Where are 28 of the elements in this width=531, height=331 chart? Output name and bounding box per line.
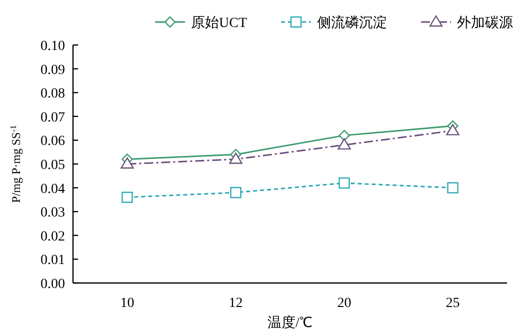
legend-label: 原始UCT (191, 15, 248, 31)
y-tick-label: 0.04 (40, 182, 65, 197)
y-tick-label: 0.06 (40, 134, 65, 150)
x-tick-label: 10 (120, 296, 134, 311)
x-tick-label: 25 (446, 296, 460, 311)
y-tick-label: 0.05 (40, 158, 65, 173)
x-axis-title: 温度/℃ (268, 315, 312, 331)
x-tick-label: 12 (228, 296, 243, 311)
point (338, 130, 350, 142)
y-tick-label: 0.07 (40, 110, 65, 126)
y-tick-label: 0.10 (40, 39, 65, 54)
legend-label: 侧流磷沉淀 (317, 15, 387, 31)
y-tick-label: 0.01 (40, 253, 65, 268)
y-tick-label: 0.03 (40, 206, 65, 221)
point (338, 177, 350, 189)
point (446, 124, 460, 136)
y-tick-label: 0.00 (40, 277, 65, 292)
point (122, 192, 133, 203)
point (338, 138, 351, 150)
point (229, 152, 242, 164)
point (120, 157, 134, 169)
x-tick-label: 20 (337, 296, 352, 311)
legend-label: 外加碳源 (457, 15, 513, 31)
point (230, 186, 242, 198)
y-tick-label: 0.09 (40, 62, 65, 78)
y-tick-label: 0.02 (40, 229, 65, 244)
y-tick-label: 0.08 (40, 86, 65, 102)
point (447, 182, 458, 194)
